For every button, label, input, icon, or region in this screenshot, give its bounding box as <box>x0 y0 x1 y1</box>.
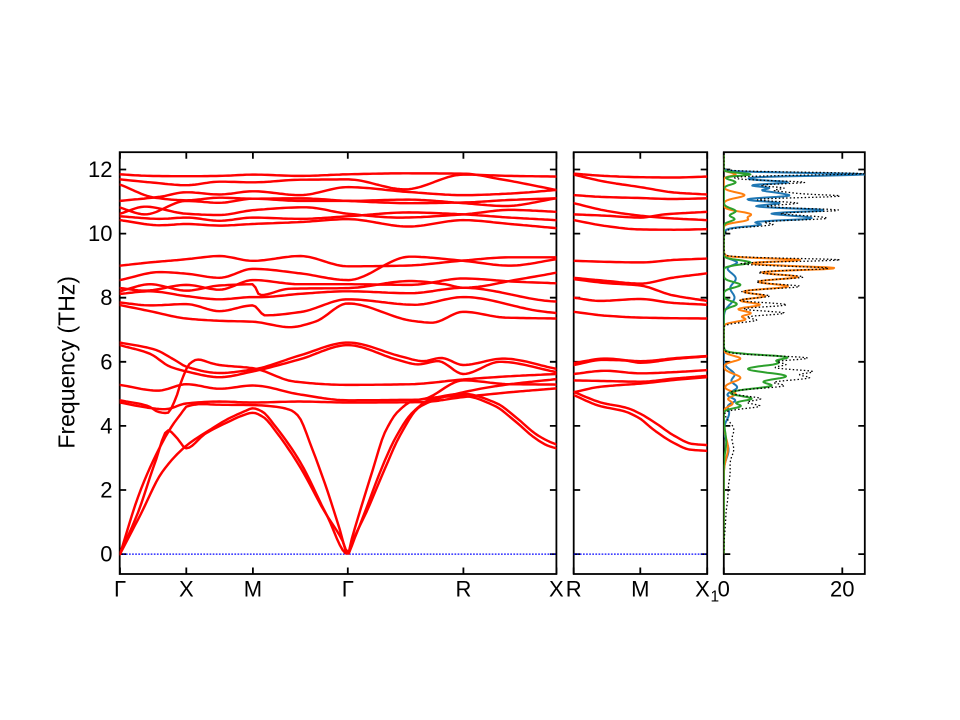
svg-text:X: X <box>179 577 194 602</box>
svg-text:Γ: Γ <box>114 577 126 602</box>
svg-text:M: M <box>244 577 262 602</box>
svg-text:20: 20 <box>830 577 854 602</box>
svg-text:1: 1 <box>711 589 720 606</box>
svg-text:0: 0 <box>718 577 730 602</box>
svg-text:8: 8 <box>100 285 112 310</box>
svg-text:X: X <box>695 577 710 602</box>
svg-text:X: X <box>549 577 564 602</box>
svg-text:10: 10 <box>88 221 112 246</box>
svg-text:0: 0 <box>100 542 112 567</box>
svg-text:R: R <box>566 577 582 602</box>
svg-text:2: 2 <box>100 478 112 503</box>
svg-text:Frequency (THz): Frequency (THz) <box>54 276 80 449</box>
svg-text:R: R <box>455 577 471 602</box>
svg-text:Γ: Γ <box>342 577 354 602</box>
svg-text:M: M <box>631 577 649 602</box>
svg-text:12: 12 <box>88 157 112 182</box>
svg-text:6: 6 <box>100 349 112 374</box>
svg-text:4: 4 <box>100 413 112 438</box>
